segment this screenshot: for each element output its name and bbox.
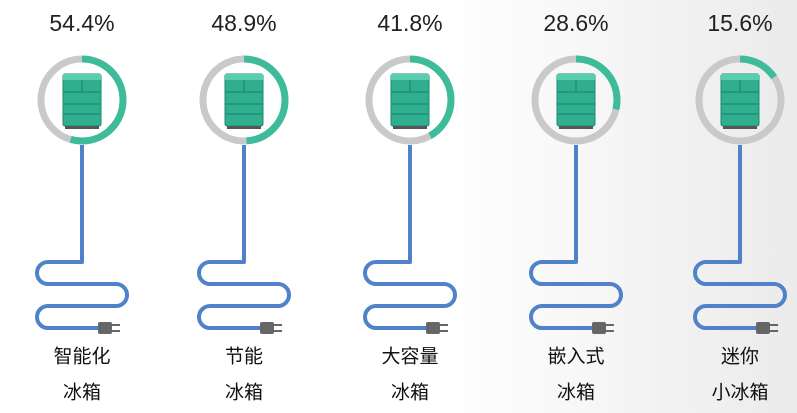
cable xyxy=(693,145,787,330)
ring-arc xyxy=(695,55,785,145)
category-label: 智能化 xyxy=(53,346,110,368)
ring-arc xyxy=(365,55,455,145)
fridge-top xyxy=(557,74,595,80)
fridge-foot xyxy=(65,126,99,129)
plug xyxy=(756,322,770,334)
value-label: 54.4% xyxy=(49,10,114,36)
category-label: 冰箱 xyxy=(557,382,595,404)
fridge-icon xyxy=(720,73,760,129)
plug xyxy=(260,322,274,334)
fridge-top xyxy=(721,74,759,80)
fridge-top xyxy=(63,74,101,80)
cable xyxy=(529,145,623,330)
fridge-foot xyxy=(559,126,593,129)
value-label: 15.6% xyxy=(707,10,772,36)
fridge-icon xyxy=(556,73,596,129)
ring-arc xyxy=(37,55,127,145)
cable xyxy=(363,145,457,330)
fridge-foot xyxy=(723,126,757,129)
ring-arc xyxy=(199,55,289,145)
fridge-foot xyxy=(393,126,427,129)
plug xyxy=(426,322,440,334)
category-label: 冰箱 xyxy=(225,382,263,404)
cable xyxy=(35,145,129,330)
fridge-foot xyxy=(227,126,261,129)
ring-arc xyxy=(531,55,621,145)
category-label: 迷你 xyxy=(721,346,759,368)
fridge-top xyxy=(391,74,429,80)
value-label: 41.8% xyxy=(377,10,442,36)
plug xyxy=(98,322,112,334)
fridge-icon xyxy=(62,73,102,129)
value-label: 48.9% xyxy=(211,10,276,36)
category-label: 冰箱 xyxy=(63,382,101,404)
plug xyxy=(592,322,606,334)
fridge-icon xyxy=(390,73,430,129)
fridge-icon xyxy=(224,73,264,129)
cable xyxy=(197,145,291,330)
category-label: 嵌入式 xyxy=(547,346,604,368)
category-label: 冰箱 xyxy=(391,382,429,404)
category-label: 节能 xyxy=(225,346,263,368)
category-label: 小冰箱 xyxy=(711,382,768,404)
fridge-top xyxy=(225,74,263,80)
category-label: 大容量 xyxy=(381,346,438,368)
value-label: 28.6% xyxy=(543,10,608,36)
